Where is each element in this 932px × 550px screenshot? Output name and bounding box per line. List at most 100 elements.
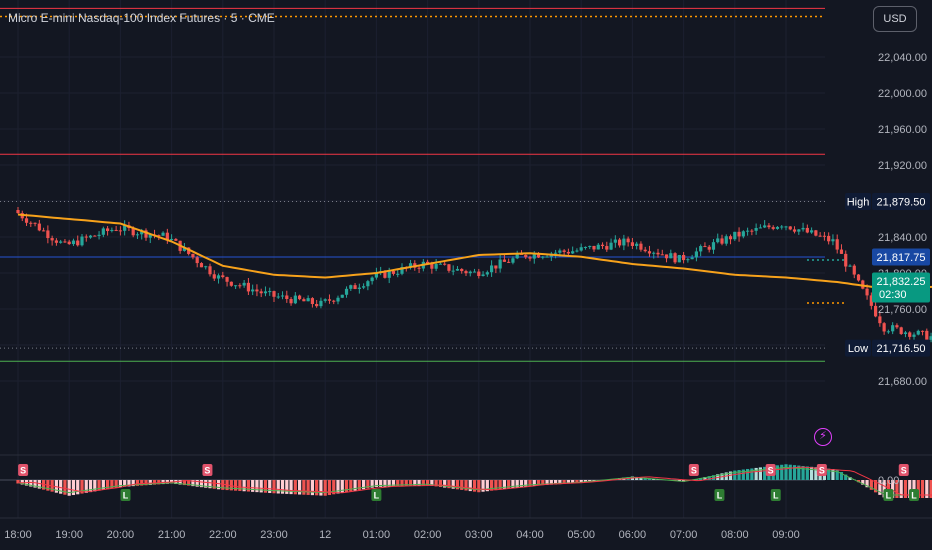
osc-bar [541,480,545,486]
osc-bar [76,480,80,495]
osc-bar [903,480,908,498]
osc-bar [438,480,442,487]
candle-body [306,298,310,302]
price-tag-value: 21,716.50 [877,343,926,355]
signal-badge-bg [816,464,827,476]
candle-body [199,263,204,268]
osc-bar [643,477,647,480]
candle-body [891,325,895,332]
candle-body [609,242,613,250]
candle-body [856,274,861,281]
candle-body [647,251,652,254]
osc-bar [327,480,332,496]
osc-bar [916,480,920,498]
candle-body [212,274,216,279]
high-label: 21,879.50 [872,192,930,210]
candle-body [293,295,297,304]
osc-bar [464,480,468,491]
osc-bar [63,480,67,495]
signal-badge-bg [18,464,29,476]
candle-body [485,272,489,275]
osc-bar [891,480,895,498]
price-tag-value: 21,879.50 [877,196,926,208]
osc-bar [899,480,903,498]
side-tag-bg [845,339,871,357]
candle-body [451,270,455,272]
candle-body [669,253,673,259]
osc-bar [255,480,259,493]
candle-body [571,251,575,254]
symbol-title[interactable]: Micro E-mini Nasdaq-100 Index Futures · … [8,11,275,25]
candle-body [874,305,878,317]
candle-body [899,327,903,334]
osc-bar [874,480,878,493]
osc-bar [733,470,737,480]
osc-bar [212,480,216,489]
candle-body [443,263,447,265]
long-signal-badge: L [714,489,725,501]
osc-bar [554,480,558,485]
candle-body [204,266,208,268]
osc-bar [455,480,460,490]
candle-body [741,231,745,237]
candle-body [336,297,340,302]
osc-bar [707,476,711,480]
osc-bar [571,480,575,484]
osc-bar [118,480,122,487]
signal-badge-bg [909,489,919,501]
osc-bar [306,480,310,495]
osc-bar [895,480,899,498]
osc-bar [507,480,511,489]
osc-bar [443,480,447,488]
candle-body [733,231,737,240]
candle-body [861,280,865,289]
candle-body [468,271,472,274]
candle-body [259,291,263,294]
currency-button[interactable]: USD [873,6,917,32]
candle-body [635,243,639,246]
osc-bar [784,464,788,480]
osc-bar [234,480,238,491]
osc-bar [460,480,464,490]
candle-body [114,229,118,231]
osc-bar [920,480,925,498]
candle-body [579,247,583,251]
osc-bar [344,480,349,493]
candle-body [276,296,280,298]
osc-bar [494,480,498,491]
signal-badge-bg [714,489,725,501]
candle-body [694,251,698,258]
candle-body [63,241,67,243]
candle-body [374,272,378,278]
flash-icon[interactable]: ⚡ [814,428,832,446]
osc-bar [426,480,430,486]
candle-body [225,277,229,282]
osc-bar [268,480,272,494]
osc-bar [754,467,758,480]
candle-body [251,289,255,292]
candle-body [511,258,515,263]
signal-badge-text: L [717,491,723,501]
osc-bar [71,480,76,496]
candle-body [763,225,767,228]
long-signal-badge: L [770,489,781,501]
signal-badge-text: L [123,491,129,501]
osc-bar [387,480,391,487]
osc-bar [511,480,515,489]
osc-bar [583,480,588,483]
candle-body [110,229,114,232]
candle-body [507,261,511,263]
candle-body [123,225,127,231]
candle-body [71,240,76,245]
osc-bar [187,480,191,486]
x-tick-label: 23:00 [260,529,288,541]
candle-body [268,291,272,293]
candle-body [400,267,404,274]
candle-body [869,295,873,306]
candle-body [656,252,660,255]
osc-bar [362,480,366,490]
osc-bar [848,477,852,480]
candle-body [460,268,464,272]
